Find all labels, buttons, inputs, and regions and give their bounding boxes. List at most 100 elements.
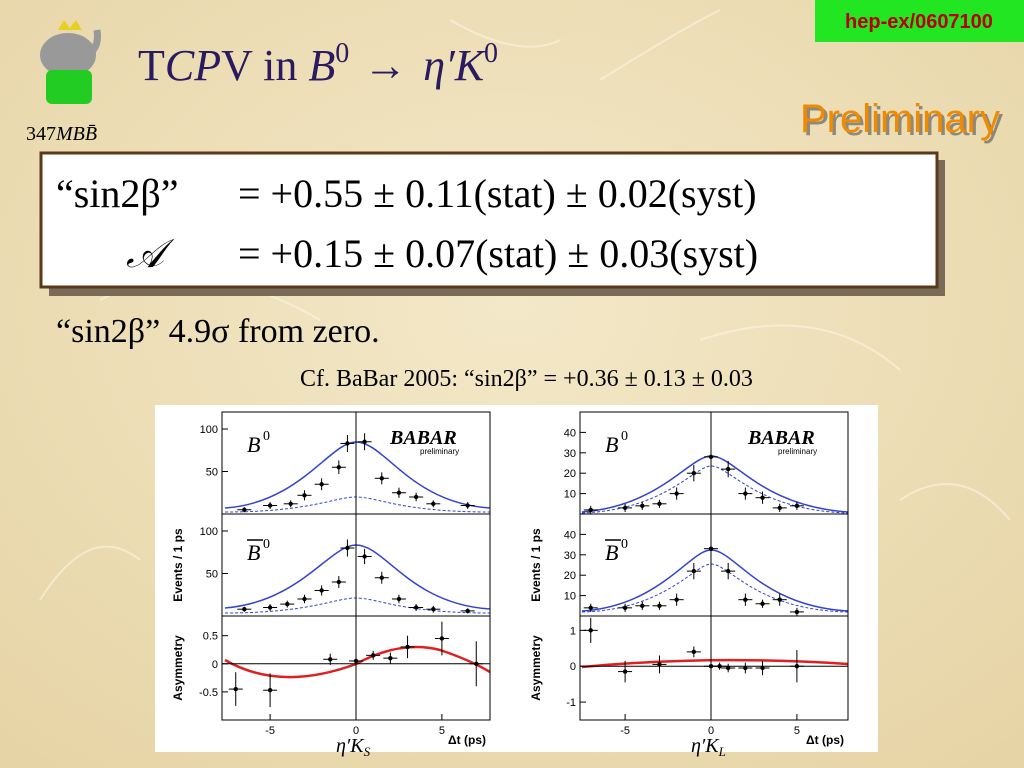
- data-point: [794, 609, 800, 615]
- data-point: [439, 636, 445, 641]
- data-point: [396, 596, 402, 602]
- data-point: [345, 545, 350, 551]
- data-point: [267, 503, 273, 508]
- title: TCPV in B0 → η′K0: [138, 38, 498, 90]
- dataset-num: 347: [26, 123, 56, 145]
- data-point: [431, 501, 436, 506]
- asym-label: Asymmetry: [171, 635, 185, 701]
- babar: BABAR: [747, 427, 815, 449]
- data-point: [345, 441, 350, 446]
- data-point: [794, 503, 800, 509]
- data-point: [242, 507, 247, 512]
- x-tick-label: 5: [439, 725, 445, 737]
- data-point: [362, 554, 367, 559]
- data-point: [640, 503, 645, 509]
- title-sup: 0: [335, 38, 349, 69]
- data-point: [588, 605, 593, 611]
- y-tick-label: 0: [570, 661, 576, 673]
- y-tick-label: 10: [564, 591, 576, 603]
- result-name: “sin2β”: [56, 171, 179, 216]
- data-point: [336, 579, 342, 585]
- babar-logo: [40, 20, 101, 104]
- y-tick-label: 0: [212, 659, 218, 671]
- b0bar: B: [605, 540, 618, 565]
- x-tick-label: -5: [620, 725, 630, 737]
- prelim: preliminary: [420, 447, 459, 456]
- data-point: [794, 664, 800, 669]
- data-point: [622, 605, 628, 611]
- ref: hep-ex/0607100: [845, 11, 993, 33]
- data-point: [242, 607, 247, 612]
- data-point: [622, 669, 628, 674]
- x-tick-label: 5: [794, 725, 800, 737]
- data-point: [725, 665, 731, 671]
- data-point: [588, 507, 593, 513]
- data-point: [431, 607, 436, 612]
- data-point: [760, 601, 765, 606]
- data-point: [777, 505, 782, 511]
- title-t: T: [138, 41, 165, 90]
- b0: B: [247, 432, 260, 457]
- title-sup2: 0: [484, 38, 498, 69]
- comparison: Cf. BaBar 2005: “sin2β” = +0.36 ± 0.13 ±…: [300, 366, 753, 392]
- y-tick-label: 20: [564, 570, 576, 582]
- b0: B: [605, 432, 618, 457]
- y-tick-label: -1: [566, 697, 576, 709]
- data-point: [708, 664, 714, 669]
- panel-frame: [579, 615, 849, 721]
- result-value: = +0.15 ± 0.07(stat) ± 0.03(syst): [238, 231, 758, 276]
- y-tick-label: 30: [564, 550, 576, 562]
- title-b: B: [308, 41, 335, 90]
- y-tick-label: 50: [206, 467, 218, 479]
- xlabel: Δt (ps): [806, 733, 844, 747]
- title-v: V in: [221, 41, 308, 90]
- data-point: [588, 628, 593, 633]
- y-tick-label: 20: [564, 468, 576, 480]
- y-tick-label: 1: [570, 625, 576, 637]
- ylabel: Events / 1 ps: [171, 528, 185, 602]
- title-arrow: →: [363, 41, 407, 90]
- b0bar-sup: 0: [621, 537, 628, 552]
- data-point: [725, 466, 731, 472]
- data-point: [362, 439, 367, 444]
- title-etak: η′K: [423, 41, 486, 90]
- asym-label: Asymmetry: [529, 635, 543, 701]
- b0bar-sup: 0: [263, 537, 270, 552]
- data-point: [267, 605, 273, 610]
- data-point: [319, 588, 324, 593]
- x-tick-label: -5: [265, 725, 275, 737]
- x-tick-label: 0: [708, 725, 714, 737]
- y-tick-label: 100: [200, 424, 218, 436]
- data-point: [760, 665, 765, 671]
- data-point: [743, 597, 748, 602]
- mode-sub: S: [364, 744, 371, 759]
- data-point: [657, 603, 662, 608]
- mode: η′K: [691, 735, 720, 757]
- dataset: 347MBB̄: [26, 123, 97, 145]
- data-point: [708, 546, 714, 551]
- mode-label: η′KS: [336, 735, 371, 759]
- result-line1: “sin2β” = +0.55 ± 0.11(stat) ± 0.02(syst): [56, 171, 757, 216]
- data-point: [396, 490, 402, 495]
- data-point: [328, 657, 333, 662]
- data-point: [674, 491, 679, 496]
- data-point: [336, 465, 342, 470]
- prelim: preliminary: [778, 447, 817, 456]
- data-point: [657, 662, 662, 667]
- data-point: [319, 482, 324, 487]
- data-point: [760, 495, 765, 500]
- y-tick-label: 100: [200, 526, 218, 538]
- data-point: [691, 471, 697, 476]
- data-point: [777, 597, 782, 602]
- data-point: [379, 476, 384, 481]
- xlabel: Δt (ps): [448, 733, 486, 747]
- data-point: [725, 568, 731, 574]
- data-point: [708, 454, 714, 460]
- data-point: [285, 601, 290, 607]
- figure: [155, 405, 878, 752]
- mode-label: η′KL: [691, 735, 726, 759]
- y-tick-label: 30: [564, 448, 576, 460]
- data-point: [691, 649, 697, 655]
- data-point: [465, 503, 470, 508]
